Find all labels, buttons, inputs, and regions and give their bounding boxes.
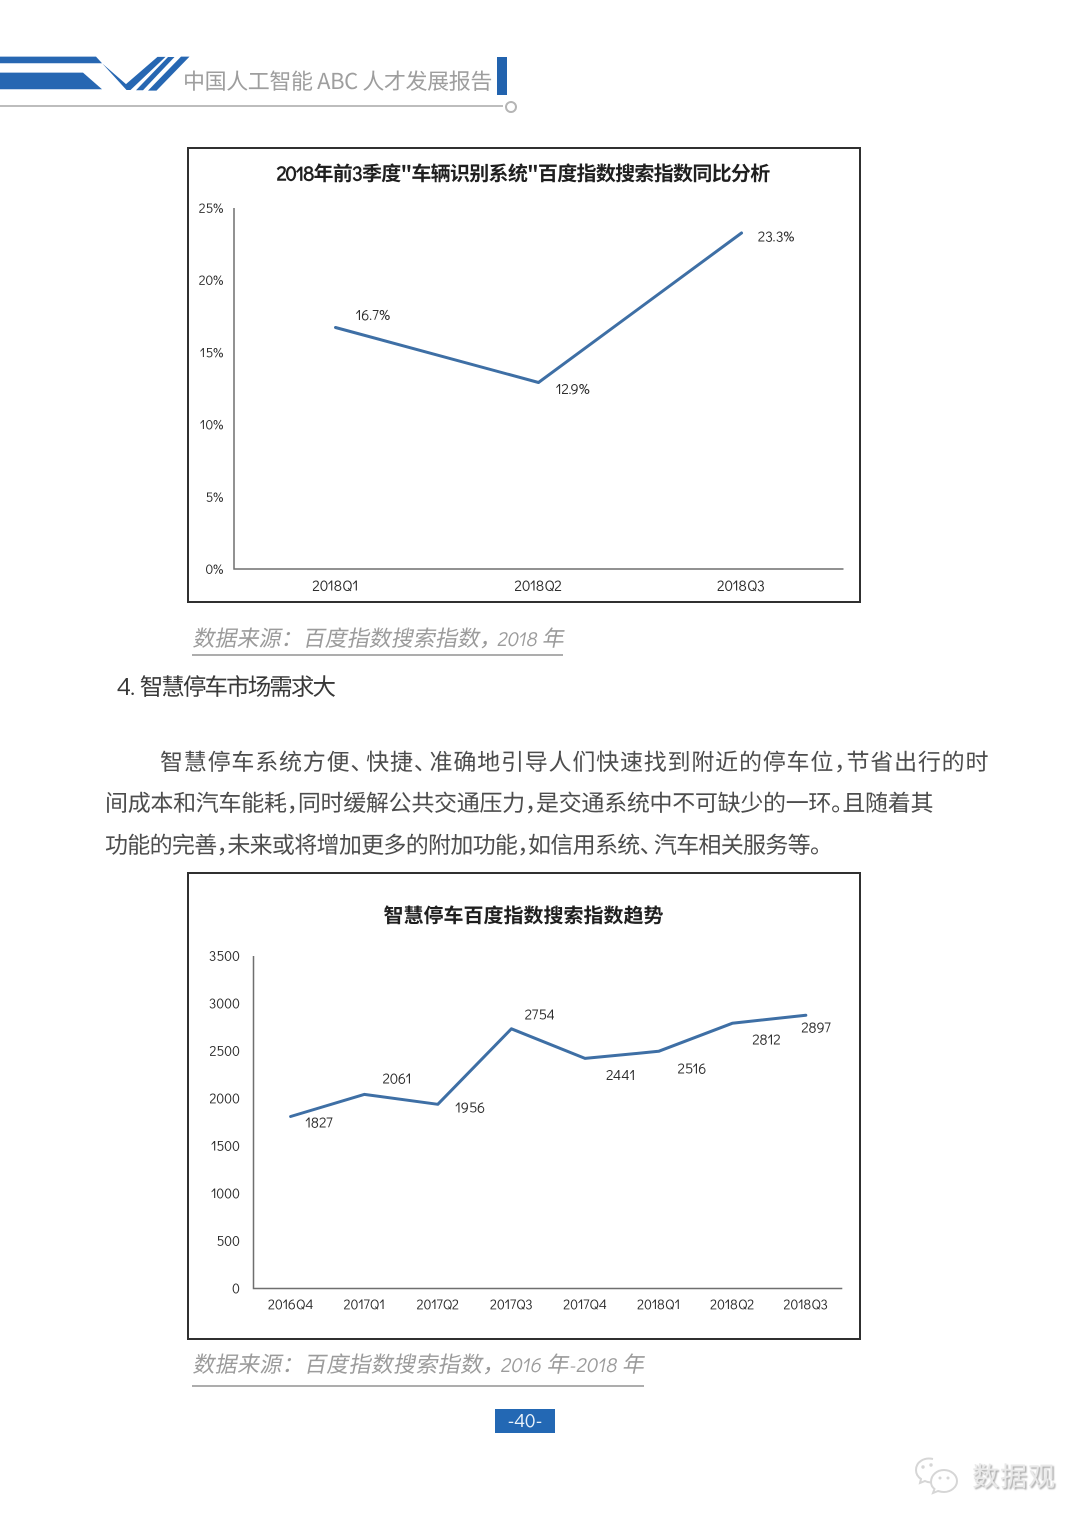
svg-text:3500: 3500 bbox=[209, 946, 240, 965]
svg-text:2018Q1: 2018Q1 bbox=[312, 575, 358, 595]
svg-text:2018Q1: 2018Q1 bbox=[637, 1294, 680, 1313]
svg-text:2018Q3: 2018Q3 bbox=[783, 1294, 828, 1313]
svg-text:1827: 1827 bbox=[305, 1112, 333, 1131]
svg-text:2500: 2500 bbox=[209, 1041, 240, 1060]
svg-text:2017Q3: 2017Q3 bbox=[490, 1294, 533, 1313]
svg-text:2754: 2754 bbox=[525, 1004, 556, 1023]
svg-text:2016Q4: 2016Q4 bbox=[268, 1294, 314, 1313]
svg-text:20%: 20% bbox=[199, 271, 223, 289]
svg-text:智慧停车百度指数搜索指数趋势: 智慧停车百度指数搜索指数趋势 bbox=[384, 899, 664, 928]
svg-text:2018Q2: 2018Q2 bbox=[515, 575, 563, 595]
svg-text:2061: 2061 bbox=[383, 1068, 412, 1087]
svg-text:2441: 2441 bbox=[606, 1065, 635, 1084]
svg-text:16.7%: 16.7% bbox=[355, 304, 390, 323]
svg-text:2017Q4: 2017Q4 bbox=[563, 1294, 607, 1313]
svg-text:2018Q2: 2018Q2 bbox=[710, 1294, 754, 1313]
svg-text:23.3%: 23.3% bbox=[758, 226, 795, 245]
svg-text:10%: 10% bbox=[200, 415, 223, 433]
svg-text:2018年前3季度"车辆识别系统"百度指数搜索指数同比分析: 2018年前3季度"车辆识别系统"百度指数搜索指数同比分析 bbox=[276, 157, 770, 186]
svg-text:2018Q3: 2018Q3 bbox=[717, 575, 765, 595]
svg-text:15%: 15% bbox=[200, 343, 223, 361]
svg-text:12.9%: 12.9% bbox=[555, 379, 589, 398]
svg-text:3000: 3000 bbox=[209, 993, 240, 1012]
svg-text:2017Q2: 2017Q2 bbox=[417, 1294, 459, 1313]
svg-text:2516: 2516 bbox=[678, 1058, 707, 1077]
svg-text:1956: 1956 bbox=[455, 1097, 485, 1116]
svg-text:0%: 0% bbox=[205, 560, 223, 578]
svg-text:0: 0 bbox=[232, 1278, 240, 1297]
svg-text:2812: 2812 bbox=[752, 1029, 780, 1048]
svg-text:1500: 1500 bbox=[211, 1136, 241, 1155]
svg-text:2017Q1: 2017Q1 bbox=[344, 1294, 385, 1313]
svg-text:25%: 25% bbox=[199, 199, 223, 217]
svg-text:2000: 2000 bbox=[209, 1088, 240, 1107]
svg-text:2897: 2897 bbox=[801, 1017, 831, 1036]
svg-text:5%: 5% bbox=[205, 487, 223, 505]
svg-text:500: 500 bbox=[216, 1231, 240, 1250]
svg-text:1000: 1000 bbox=[211, 1183, 241, 1202]
